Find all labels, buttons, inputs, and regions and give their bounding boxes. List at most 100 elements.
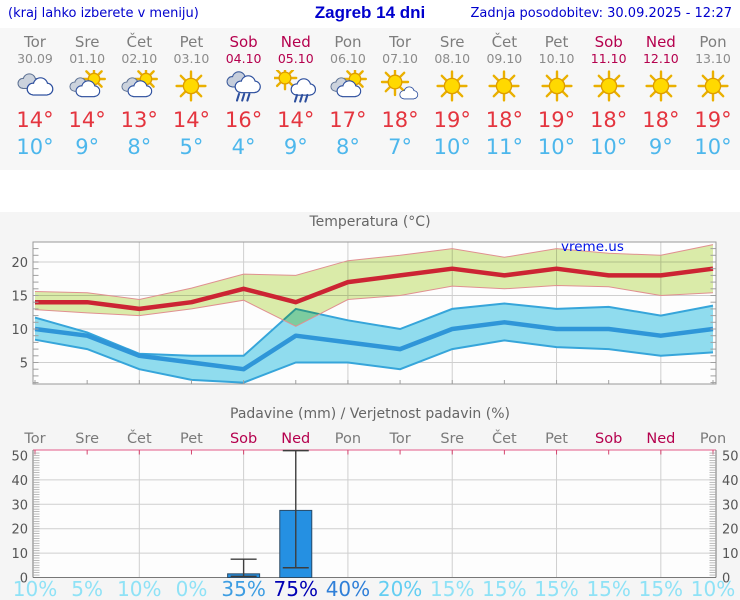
day-min-temp: 8°	[335, 135, 360, 159]
probability-label: 15%	[586, 577, 630, 600]
menu-hint-note: (kraj lahko izberete v meniju)	[8, 6, 199, 21]
day-date: 01.10	[69, 51, 106, 66]
y-axis-label: 40	[11, 474, 28, 489]
partly-cloudy-icon	[61, 66, 113, 107]
temperature-chart-title: Temperatura (°C)	[309, 214, 431, 230]
precip-plot-area	[33, 450, 716, 578]
day-name: Sob	[229, 33, 258, 51]
probability-label: 10%	[691, 577, 735, 600]
day-name: Pet	[544, 33, 569, 51]
y-axis-label: 50	[722, 450, 739, 465]
y-axis-label: 10	[11, 547, 28, 562]
day-column: Sre 01.10 14° 9°	[61, 28, 113, 161]
precipitation-chart: Tor Sre Čet Pet Sob Ned Pon Tor Sre Čet Pet Sob Ned P…	[11, 429, 739, 600]
day-max-temp: 14°	[172, 108, 211, 132]
day-column: Čet 02.10 13° 8°	[113, 28, 165, 161]
day-label: Čet	[127, 429, 152, 447]
day-date: 03.10	[173, 51, 210, 66]
day-label: Sob	[230, 431, 257, 447]
day-max-temp: 19°	[694, 108, 732, 132]
y-axis-label: 5	[20, 357, 28, 372]
cloudy-icon	[9, 66, 61, 107]
day-date: 09.10	[486, 51, 523, 66]
y-axis-label: 0	[20, 572, 28, 587]
day-column: Pon 06.10 17° 8°	[322, 28, 374, 161]
y-axis-label: 30	[722, 498, 739, 513]
day-date: 11.10	[590, 51, 627, 66]
y-axis-label: 20	[11, 256, 28, 271]
last-update-text: Zadnja posodobitev: 30.09.2025 - 12:27	[470, 6, 732, 21]
day-name: Ned	[280, 33, 311, 51]
day-min-temp: 9°	[283, 135, 308, 159]
day-column: Čet 09.10 18° 11°	[478, 28, 530, 161]
probability-label: 75%	[274, 577, 318, 600]
day-min-temp: 11°	[485, 135, 523, 159]
day-date: 12.10	[642, 51, 679, 66]
sunny-icon	[687, 66, 739, 107]
day-min-temp: 10°	[16, 135, 54, 159]
day-min-temp: 9°	[75, 135, 100, 159]
tmin-band-edge	[34, 338, 714, 384]
rain-icon	[218, 66, 270, 107]
probability-label: 15%	[482, 577, 526, 600]
day-label: Čet	[492, 429, 517, 447]
day-date: 04.10	[225, 51, 262, 66]
day-max-temp: 13°	[120, 108, 158, 132]
day-name: Pet	[179, 33, 204, 51]
tmax-band-edge	[34, 244, 714, 301]
sun-rain-icon	[270, 65, 322, 107]
probability-label: 35%	[221, 577, 265, 600]
day-column: Ned 05.10 14° 9°	[270, 28, 322, 161]
day-column: Pet 03.10 14° 5°	[165, 28, 217, 161]
day-label: Pet	[180, 431, 203, 447]
day-date: 30.09	[17, 51, 53, 66]
day-label: Sre	[75, 431, 99, 447]
day-label: Ned	[281, 431, 310, 447]
partly-cloudy-icon	[113, 66, 165, 107]
probability-label: 10%	[117, 577, 161, 600]
day-column: Sre 08.10 19° 10°	[426, 28, 478, 161]
day-label: Pon	[335, 431, 361, 447]
tmin-line	[34, 320, 714, 372]
sunny-icon	[583, 66, 635, 107]
day-max-temp: 18°	[381, 108, 419, 132]
day-max-temp: 17°	[329, 108, 367, 132]
day-name: Čet	[491, 33, 518, 51]
day-label: Tor	[23, 431, 45, 447]
day-max-temp: 16°	[224, 108, 263, 132]
day-label: Sre	[440, 431, 464, 447]
day-min-temp: 10°	[433, 135, 471, 159]
day-label: Ned	[646, 431, 675, 447]
day-min-temp: 7°	[388, 135, 412, 159]
day-max-temp: 19°	[537, 108, 576, 132]
daily-forecast-strip: Tor 30.09 14° 10° Sre 01.10 14° 9° Čet 02.10 13° 8°…	[0, 28, 740, 170]
sunny-icon	[635, 66, 687, 107]
probability-label: 15%	[639, 577, 683, 600]
day-name: Pon	[699, 33, 727, 51]
day-name: Tor	[389, 33, 412, 51]
day-max-temp: 18°	[642, 108, 680, 132]
y-axis-label: 15	[11, 290, 28, 305]
day-max-temp: 18°	[590, 108, 628, 132]
y-axis-label: 10	[722, 547, 739, 562]
day-min-temp: 5°	[179, 135, 204, 159]
partly-cloudy-icon	[322, 66, 374, 107]
probability-label: 20%	[378, 577, 422, 600]
day-column: Tor 07.10 18° 7°	[374, 28, 426, 161]
y-axis-label: 20	[722, 523, 739, 538]
day-name: Pon	[334, 33, 362, 51]
day-label: Pon	[700, 431, 726, 447]
sunny-icon	[165, 66, 217, 107]
vreme-us-link[interactable]: vreme.us	[561, 239, 624, 255]
day-date: 05.10	[277, 51, 314, 66]
day-date: 13.10	[695, 51, 731, 66]
tmax-line	[35, 266, 714, 312]
day-max-temp: 14°	[16, 108, 54, 132]
tmax-band-edge	[34, 284, 714, 327]
y-axis-label: 20	[11, 523, 28, 538]
temperature-chart: 5 10 15 20	[11, 241, 717, 385]
day-column: Tor 30.09 14° 10°	[9, 28, 61, 161]
day-label: Tor	[388, 431, 410, 447]
probability-label: 10%	[13, 577, 57, 600]
